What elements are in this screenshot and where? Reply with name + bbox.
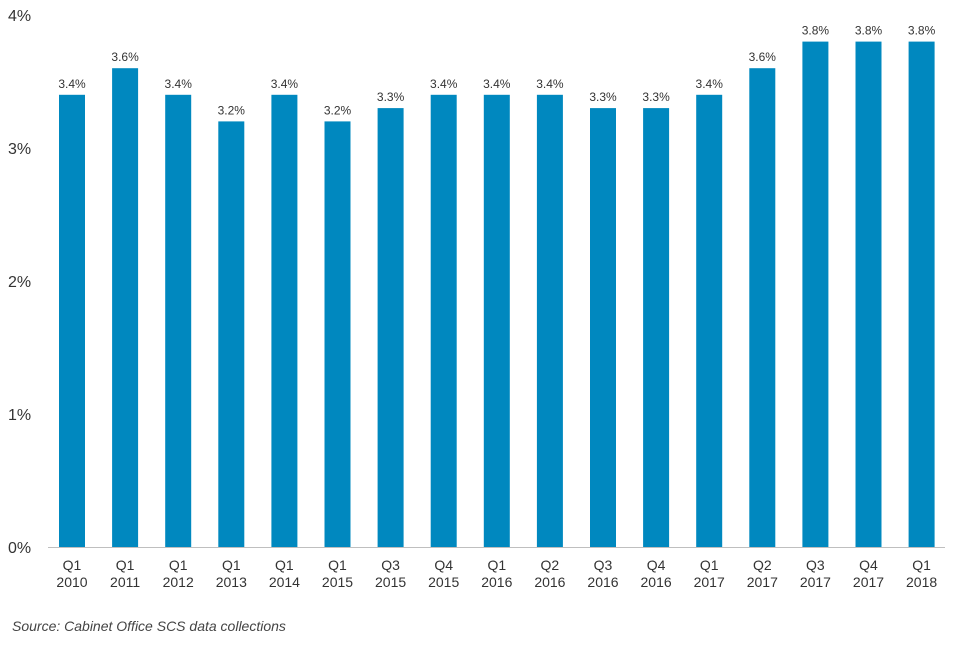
bar [430, 94, 457, 548]
x-tick-label-quarter: Q1 [700, 557, 719, 573]
x-tick-label-quarter: Q3 [381, 557, 400, 573]
x-tick-label-year: 2017 [853, 574, 884, 590]
x-tick-label-quarter: Q1 [116, 557, 135, 573]
bar-data-label: 3.4% [271, 77, 299, 91]
bar [802, 41, 829, 547]
bar [749, 68, 776, 547]
bar-data-label: 3.4% [58, 77, 86, 91]
bar [59, 94, 85, 548]
y-tick-label: 3% [8, 141, 31, 158]
x-tick-label-year: 2016 [481, 574, 512, 590]
bar [165, 94, 192, 548]
x-tick-label-year: 2014 [269, 574, 300, 590]
x-tick-label-year: 2018 [906, 574, 937, 590]
bar-data-label: 3.6% [111, 50, 139, 64]
x-axis: Q12010Q12011Q12012Q12013Q12014Q12015Q320… [48, 547, 945, 590]
x-tick-label-year: 2013 [216, 574, 247, 590]
x-tick-label-year: 2015 [375, 574, 406, 590]
source-note: Source: Cabinet Office SCS data collecti… [12, 618, 286, 634]
x-tick-label-quarter: Q1 [328, 557, 347, 573]
bar-data-label: 3.4% [165, 77, 193, 91]
bar [218, 121, 245, 548]
bar [536, 94, 563, 548]
x-tick-label-year: 2017 [800, 574, 831, 590]
x-tick-label-year: 2011 [110, 574, 140, 590]
bar [112, 68, 139, 547]
bar-data-label: 3.3% [642, 90, 670, 104]
bar-data-label: 3.2% [324, 103, 352, 117]
x-tick-label-year: 2015 [322, 574, 353, 590]
bar [696, 94, 723, 548]
x-tick-label-quarter: Q4 [859, 557, 878, 573]
x-tick-label-year: 2017 [747, 574, 778, 590]
x-tick-label-quarter: Q3 [594, 557, 613, 573]
bar-data-label: 3.4% [696, 77, 724, 91]
bar-series [59, 41, 935, 548]
y-axis: 0% 1% 2% 3% 4% [8, 8, 31, 557]
x-tick-label-quarter: Q4 [647, 557, 666, 573]
x-tick-label-quarter: Q1 [169, 557, 188, 573]
x-tick-label-quarter: Q1 [275, 557, 294, 573]
x-tick-label-quarter: Q2 [753, 557, 772, 573]
x-tick-label-quarter: Q3 [806, 557, 825, 573]
data-labels: 3.4% 3.6% 3.4% 3.2% 3.4% 3.2% 3.3% 3.4% 3.4% 3.4%… [58, 24, 935, 118]
x-tick-label-quarter: Q1 [912, 557, 931, 573]
y-tick-label: 1% [8, 407, 31, 424]
y-tick-label: 0% [8, 540, 31, 557]
bar [324, 121, 351, 548]
bar-data-label: 3.8% [855, 24, 883, 38]
x-tick-label-quarter: Q1 [222, 557, 241, 573]
bar [483, 94, 510, 548]
x-tick-label-year: 2015 [428, 574, 459, 590]
bar-data-label: 3.4% [483, 77, 511, 91]
bar [271, 94, 298, 548]
bar-data-label: 3.3% [589, 90, 617, 104]
bar-data-label: 3.4% [536, 77, 564, 91]
x-tick-label-year: 2010 [56, 574, 87, 590]
x-tick-label-year: 2016 [587, 574, 618, 590]
bar-data-label: 3.6% [749, 50, 777, 64]
y-tick-label: 4% [8, 8, 31, 25]
bar-data-label: 3.8% [908, 24, 936, 38]
x-tick-label-quarter: Q1 [63, 557, 82, 573]
bar-data-label: 3.3% [377, 90, 405, 104]
x-tick-label-year: 2012 [163, 574, 194, 590]
bar [855, 41, 882, 547]
bar-data-label: 3.2% [218, 103, 246, 117]
bar [908, 41, 935, 547]
y-tick-label: 2% [8, 274, 31, 291]
bar-data-label: 3.4% [430, 77, 458, 91]
bar [643, 108, 670, 547]
x-tick-label-year: 2016 [534, 574, 565, 590]
bar [377, 108, 404, 547]
bar [590, 108, 616, 547]
x-tick-label-year: 2017 [694, 574, 725, 590]
x-tick-label-quarter: Q4 [434, 557, 453, 573]
x-tick-label-quarter: Q2 [541, 557, 560, 573]
bar-data-label: 3.8% [802, 24, 830, 38]
x-tick-label-quarter: Q1 [487, 557, 506, 573]
x-tick-label-year: 2016 [641, 574, 672, 590]
